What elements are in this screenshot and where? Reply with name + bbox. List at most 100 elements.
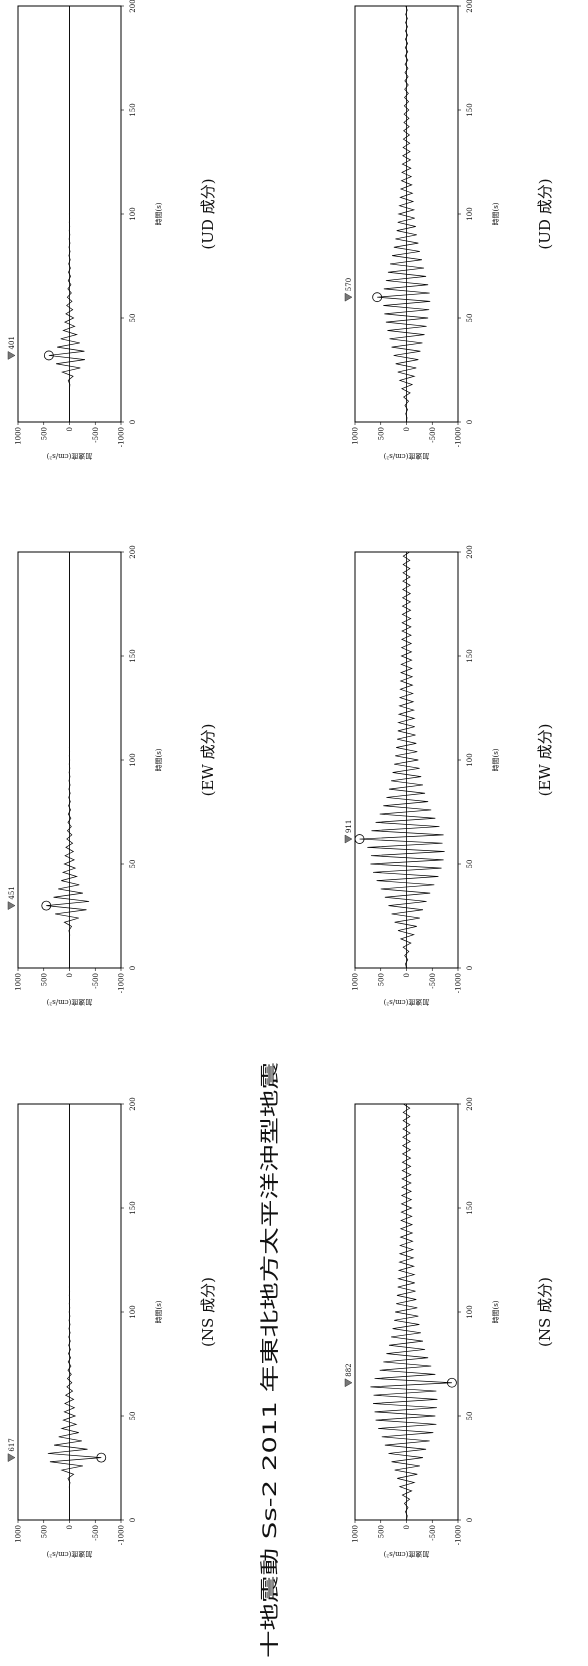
y-tick-label: -500 — [429, 973, 437, 989]
y-tick-label: 0 — [66, 1525, 74, 1529]
peak-triangle — [7, 1453, 16, 1463]
rotated-page: 十地震動 Ss-2 2011 年東北地方太平洋沖型地震 -1000 -500 0 50… — [7, 0, 554, 1658]
y-tick-label: -1000 — [118, 973, 126, 993]
x-tick-label: 200 — [466, 0, 474, 13]
x-tick-label: 100 — [129, 753, 137, 766]
y-tick-label: 500 — [40, 1525, 48, 1538]
x-tick-label: 0 — [466, 966, 474, 970]
peak-triangle — [344, 292, 353, 302]
peak-triangle — [344, 834, 353, 844]
peak-label: 451 — [8, 886, 16, 899]
y-tick-label: -500 — [429, 1525, 437, 1541]
y-tick-label: -1000 — [455, 1525, 463, 1545]
peak-triangle — [344, 1378, 353, 1388]
caption: (EW 成分) — [199, 724, 217, 797]
caption: (NS 成分) — [536, 1277, 554, 1347]
x-tick-label: 0 — [466, 1518, 474, 1522]
x-tick-label: 150 — [129, 1201, 137, 1214]
x-tick-label: 200 — [466, 545, 474, 558]
x-tick-label: 100 — [129, 207, 137, 220]
x-tick-label: 100 — [466, 207, 474, 220]
caption: (EW 成分) — [536, 724, 554, 797]
x-tick-label: 100 — [129, 1305, 137, 1318]
waveform — [48, 6, 85, 422]
x-axis-label: 時間(s) — [492, 1300, 500, 1323]
plot-frame — [17, 1103, 122, 1521]
waveform — [359, 551, 445, 969]
y-tick-label: 0 — [403, 427, 411, 431]
waveform — [377, 5, 431, 423]
peak-triangle — [7, 901, 16, 911]
y-axis-label: 加速度(cm/s²) — [383, 1550, 429, 1559]
plot-frame — [17, 551, 122, 969]
plot-frame — [354, 551, 459, 969]
x-axis-label: 時間(s) — [155, 202, 163, 225]
caption: (NS 成分) — [199, 1277, 217, 1347]
x-axis-label: 時間(s) — [155, 748, 163, 771]
x-tick-label: 50 — [466, 860, 474, 869]
waveform — [47, 1104, 102, 1520]
x-tick-label: 150 — [129, 649, 137, 662]
y-tick-label: -500 — [92, 427, 100, 443]
x-tick-label: 0 — [129, 1518, 137, 1522]
figure-title: 十地震動 Ss-2 2011 年東北地方太平洋沖型地震 — [259, 1062, 281, 1658]
peak-marker — [372, 292, 383, 303]
x-tick-label: 150 — [466, 1201, 474, 1214]
y-tick-label: 500 — [377, 427, 385, 440]
peak-label: 401 — [8, 336, 16, 349]
y-axis-label: 加速度(cm/s²) — [383, 998, 429, 1007]
y-tick-label: 1000 — [352, 1525, 360, 1543]
x-tick-label: 50 — [129, 314, 137, 323]
x-tick-label: 200 — [129, 1097, 137, 1110]
y-tick-label: -500 — [429, 427, 437, 443]
waveform — [46, 552, 90, 968]
y-tick-label: 1000 — [352, 973, 360, 991]
x-tick-label: 100 — [466, 753, 474, 766]
x-axis-label: 時間(s) — [155, 1300, 163, 1323]
y-tick-label: 0 — [66, 427, 74, 431]
x-axis-label: 時間(s) — [492, 748, 500, 771]
y-tick-label: 500 — [377, 1525, 385, 1538]
x-axis-label: 時間(s) — [492, 202, 500, 225]
y-tick-label: -500 — [92, 1525, 100, 1541]
peak-marker — [41, 900, 52, 911]
y-tick-label: 1000 — [15, 973, 23, 991]
x-tick-label: 0 — [129, 420, 137, 424]
y-tick-label: 1000 — [15, 1525, 23, 1543]
x-tick-label: 150 — [466, 103, 474, 116]
x-tick-label: 200 — [129, 545, 137, 558]
peak-marker — [43, 350, 54, 361]
peak-marker — [447, 1377, 457, 1388]
y-axis-label: 加速度(cm/s²) — [46, 452, 92, 461]
peak-label: 570 — [345, 278, 353, 291]
waveform — [370, 1103, 452, 1521]
y-tick-label: -1000 — [118, 427, 126, 447]
y-tick-label: -500 — [92, 973, 100, 989]
y-tick-label: 0 — [403, 1525, 411, 1529]
x-tick-label: 50 — [466, 314, 474, 323]
y-tick-label: 0 — [66, 973, 74, 977]
caption: (UD 成分) — [199, 178, 217, 249]
y-tick-label: -1000 — [118, 1525, 126, 1545]
y-tick-label: 1000 — [352, 427, 360, 445]
x-tick-label: 150 — [129, 103, 137, 116]
plot-frame — [17, 5, 122, 423]
peak-marker — [96, 1452, 107, 1463]
y-axis-label: 加速度(cm/s²) — [383, 452, 429, 461]
y-tick-label: 500 — [377, 973, 385, 986]
x-tick-label: 50 — [466, 1412, 474, 1421]
y-tick-label: 500 — [40, 427, 48, 440]
peak-label: 911 — [345, 820, 353, 833]
x-tick-label: 200 — [466, 1097, 474, 1110]
x-tick-label: 50 — [129, 860, 137, 869]
x-tick-label: 50 — [129, 1412, 137, 1421]
x-tick-label: 0 — [466, 420, 474, 424]
peak-triangle — [7, 351, 16, 360]
y-axis-label: 加速度(cm/s²) — [46, 1550, 92, 1559]
x-tick-label: 200 — [129, 0, 137, 13]
y-tick-label: -1000 — [455, 427, 463, 447]
y-tick-label: 1000 — [15, 427, 23, 445]
x-tick-label: 150 — [466, 649, 474, 662]
caption: (UD 成分) — [536, 178, 554, 249]
peak-label: 882 — [345, 1363, 353, 1376]
